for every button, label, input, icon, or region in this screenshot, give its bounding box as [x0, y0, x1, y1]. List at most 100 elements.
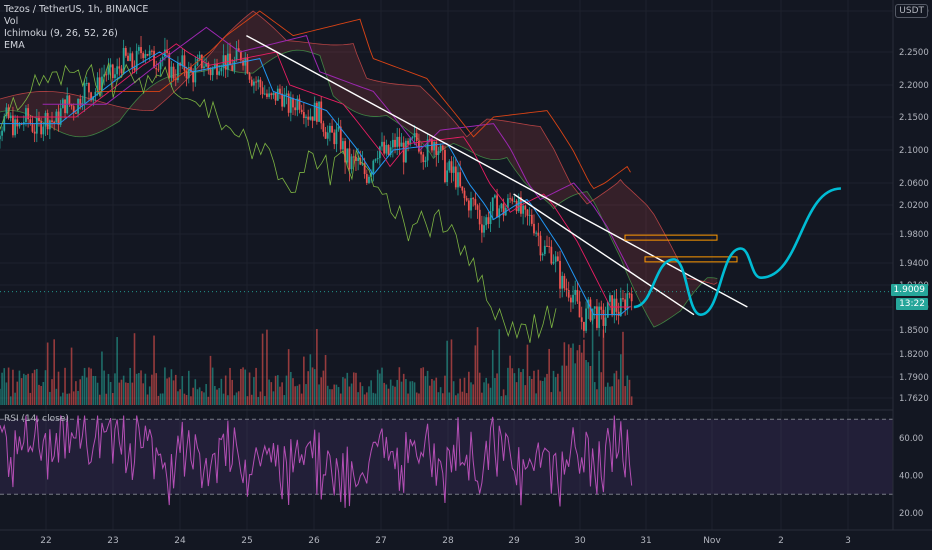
candle-body: [383, 141, 386, 154]
candle-body: [309, 116, 312, 120]
candle-body: [170, 66, 173, 78]
time-tick-label: 25: [241, 536, 252, 546]
volume-bar: [481, 392, 483, 405]
volume-bar: [600, 372, 603, 405]
volume-bar: [461, 391, 464, 405]
volume-bar: [533, 370, 535, 405]
candle-body: [33, 131, 36, 134]
volume-bar: [144, 373, 147, 405]
volume-bar: [333, 384, 336, 405]
candle-body: [561, 275, 564, 289]
candle-body: [609, 295, 611, 302]
volume-bar: [116, 337, 118, 405]
volume-bar: [535, 393, 537, 405]
candle-body: [507, 198, 509, 208]
volume-bar: [528, 376, 531, 405]
chart-legend: Tezos / TetherUS, 1h, BINANCE Vol Ichimo…: [4, 4, 148, 52]
volume-bar: [161, 393, 164, 405]
candle-body: [496, 195, 498, 218]
candle-body: [157, 69, 160, 71]
indicator-ichimoku[interactable]: Ichimoku (9, 26, 52, 26): [4, 28, 118, 39]
candle-body: [433, 142, 436, 151]
candle-body: [350, 156, 353, 170]
candle-body: [200, 54, 203, 69]
candle-body: [88, 83, 90, 93]
candle-body: [307, 116, 310, 120]
volume-bar: [85, 377, 88, 405]
candle-body: [526, 209, 529, 216]
candle-body: [311, 116, 314, 121]
candle-body: [46, 113, 49, 130]
volume-bar: [174, 374, 177, 405]
volume-bar: [266, 329, 268, 405]
volume-bar: [246, 396, 249, 405]
volume-bar: [485, 377, 488, 405]
candle-body: [48, 120, 51, 130]
volume-bar: [326, 385, 329, 405]
candle-body: [118, 66, 121, 69]
time-tick-label: 31: [640, 536, 651, 546]
candle-body: [500, 203, 503, 209]
volume-bar: [185, 395, 188, 405]
volume-bar: [107, 373, 110, 405]
price-tick-label: 1.7900: [899, 373, 929, 383]
candle-body: [565, 288, 568, 290]
volume-bar: [244, 369, 247, 405]
volume-bar: [322, 370, 325, 405]
candle-body: [203, 66, 205, 69]
volume-bar: [487, 383, 490, 405]
candle-body: [480, 224, 483, 233]
indicator-vol[interactable]: Vol: [4, 16, 19, 27]
volume-bar: [46, 342, 49, 405]
candle-body: [630, 293, 633, 302]
symbol-title[interactable]: Tezos / TetherUS, 1h, BINANCE: [4, 4, 149, 15]
candle-body: [596, 306, 598, 328]
candle-body: [415, 133, 418, 141]
volume-bar: [602, 329, 605, 405]
volume-bar: [415, 392, 418, 405]
volume-bar: [276, 375, 279, 405]
candle-body: [439, 145, 442, 152]
candle-body: [64, 99, 66, 114]
candle-body: [348, 148, 351, 170]
volume-bar: [452, 381, 455, 405]
volume-bar: [472, 384, 474, 405]
volume-bar: [42, 381, 45, 405]
volume-bar: [604, 386, 607, 405]
ichimoku-cloud: [0, 10, 718, 328]
time-tick-label: 22: [40, 536, 51, 546]
candle-body: [483, 225, 485, 233]
candle-body: [556, 256, 559, 261]
volume-bar: [274, 375, 277, 405]
candle-body: [103, 74, 106, 77]
candle-body: [541, 254, 544, 256]
volume-bar: [350, 383, 353, 405]
volume-bar: [227, 395, 229, 405]
volume-bar: [513, 373, 516, 405]
candle-body: [624, 299, 627, 310]
volume-bar: [218, 388, 220, 405]
candle-body: [248, 73, 251, 80]
candle-body: [59, 108, 62, 125]
candle-body: [441, 145, 444, 150]
candle-body: [313, 102, 316, 121]
candle-body: [40, 121, 43, 135]
candle-body: [300, 109, 303, 113]
candle-body: [259, 79, 262, 88]
rsi-label[interactable]: RSI (14, close): [4, 414, 69, 424]
candle-body: [546, 245, 548, 247]
candle-body: [18, 123, 21, 127]
candle-body: [489, 211, 492, 224]
candle-body: [524, 205, 527, 210]
volume-bar: [114, 373, 116, 405]
volume-bar: [148, 386, 151, 405]
indicator-ema[interactable]: EMA: [4, 40, 25, 51]
candle-body: [0, 135, 1, 140]
volume-bar: [146, 394, 149, 405]
candle-body: [44, 113, 47, 127]
currency-button[interactable]: USDT: [895, 4, 928, 18]
candle-body: [387, 144, 390, 155]
candle-body: [296, 98, 299, 111]
candle-body: [617, 311, 620, 316]
candle-body: [124, 47, 127, 56]
